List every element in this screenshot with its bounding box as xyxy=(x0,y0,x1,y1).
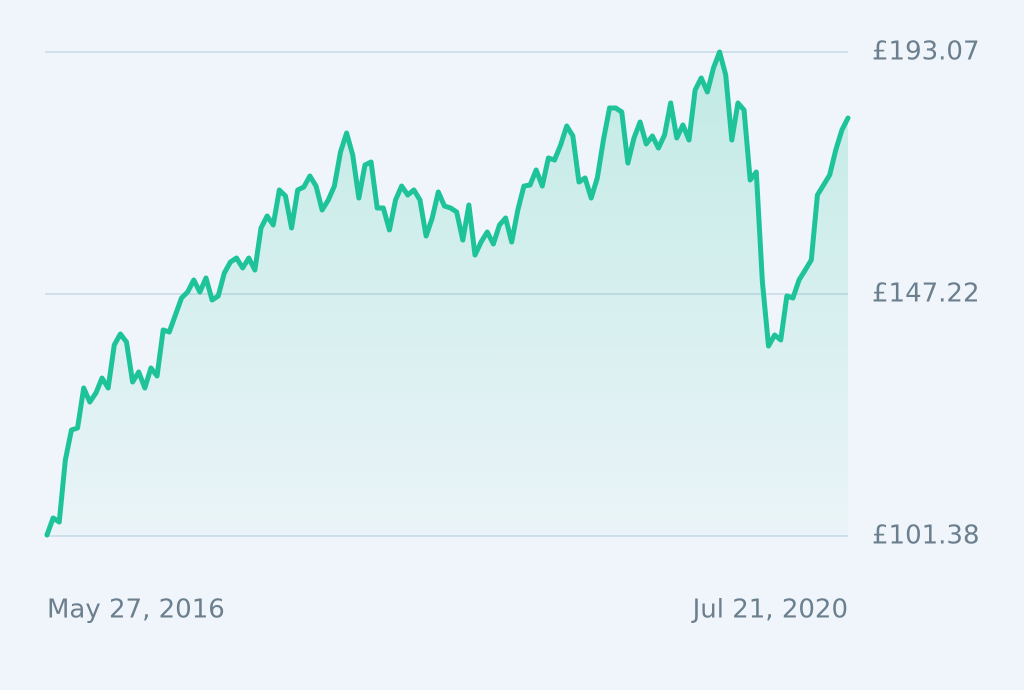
plot xyxy=(44,49,851,538)
line xyxy=(44,49,851,538)
y-tick-label: £193.07 xyxy=(872,37,980,67)
x-tick-label: May 27, 2016 xyxy=(47,595,225,625)
y-tick-label: £101.38 xyxy=(872,521,980,551)
y-tick-label: £147.22 xyxy=(872,279,980,309)
area xyxy=(47,52,848,536)
x-tick-label: Jul 21, 2020 xyxy=(691,595,848,625)
labels: £101.38 £147.22 £193.07 May 27, 2016 Jul 21,… xyxy=(47,37,980,625)
